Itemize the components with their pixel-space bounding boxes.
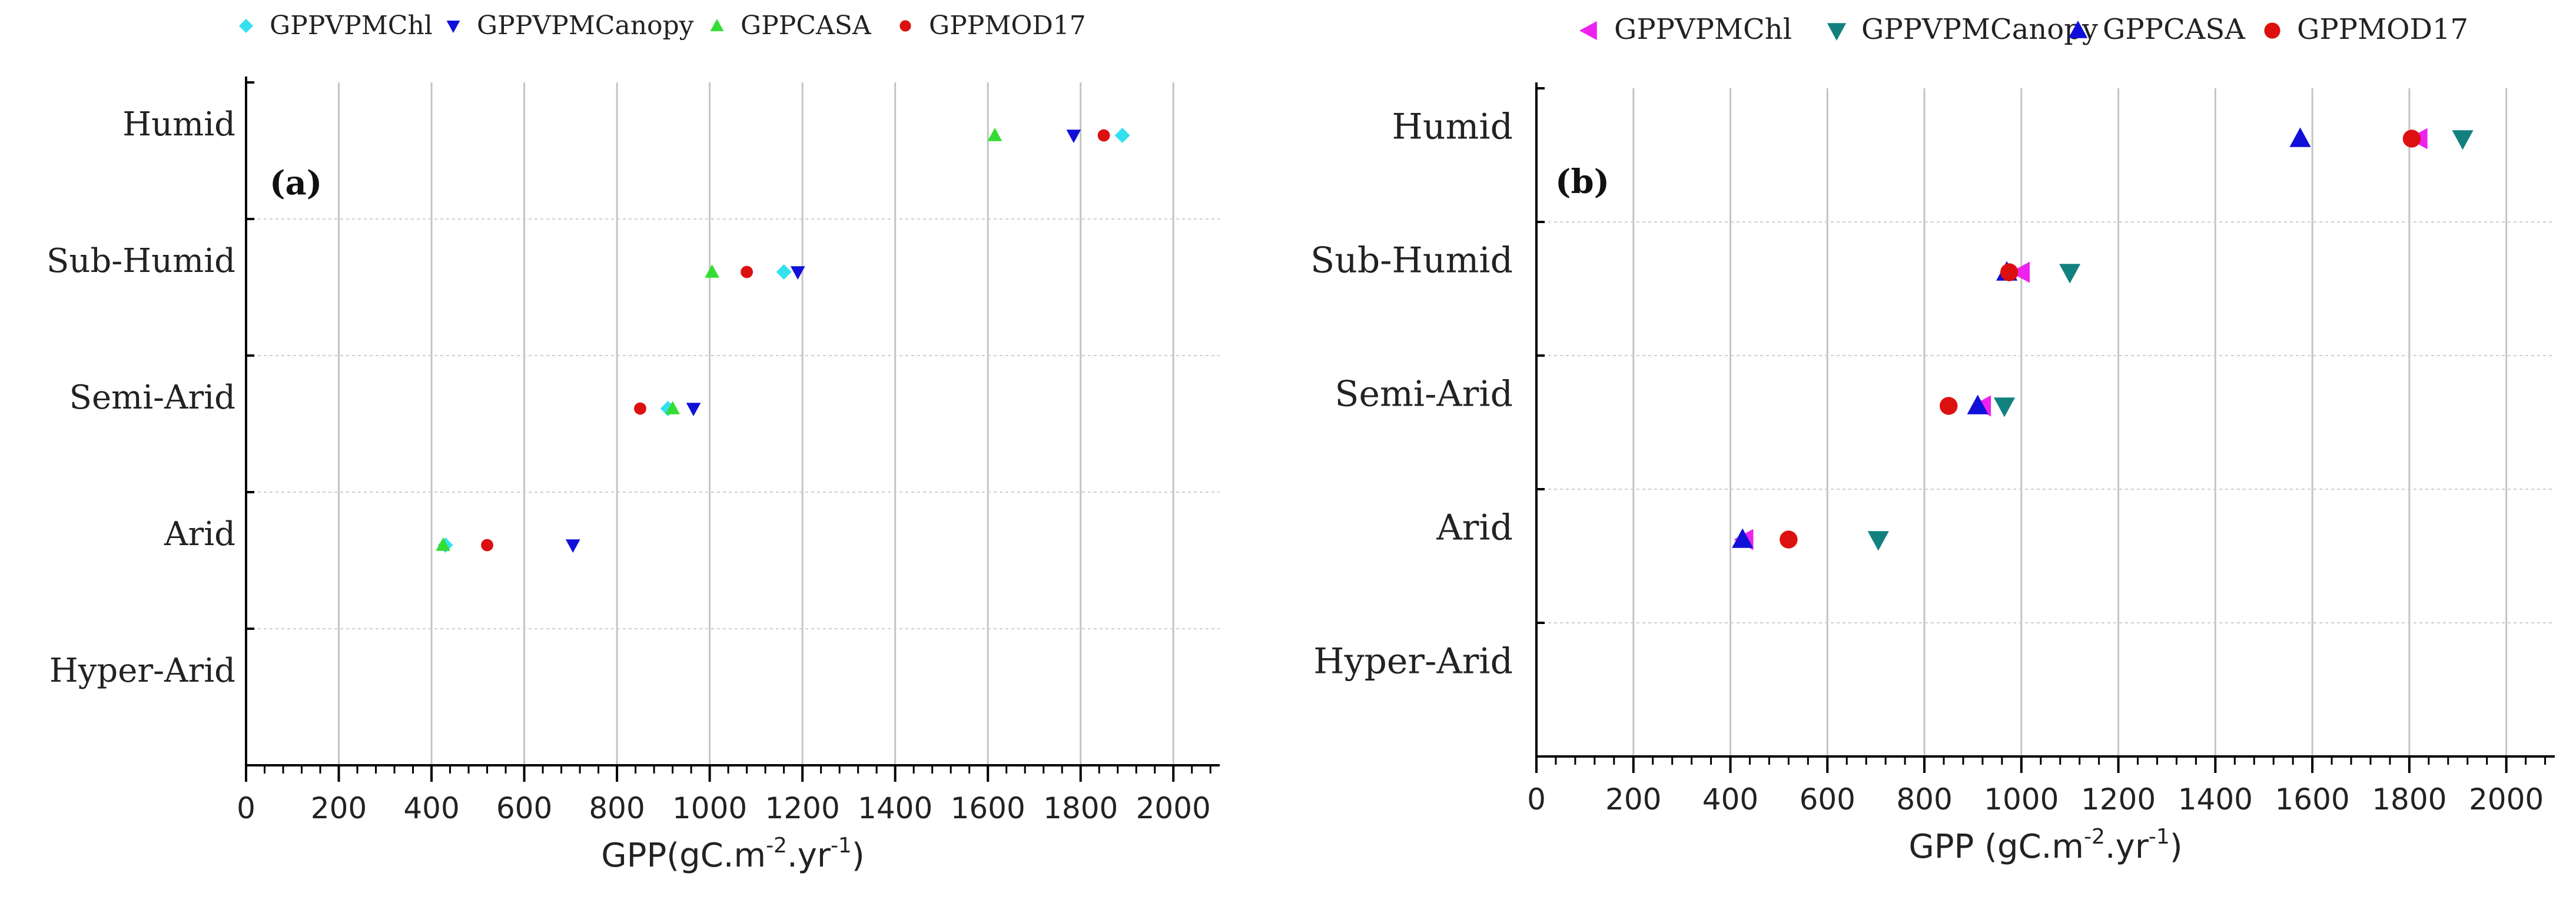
legend-marker-a-gppcasa [710, 19, 724, 31]
x-tick-label-a-1000: 1000 [672, 791, 747, 825]
x-tick-label-a-200: 200 [311, 791, 367, 825]
x-tick-label-b-600: 600 [1800, 782, 1855, 817]
point-a-gppmod17-arid [481, 539, 493, 552]
point-a-gppcasa-arid [436, 537, 451, 551]
point-a-gppcasa-sub-humid [705, 264, 719, 278]
x-tick-label-b-800: 800 [1896, 782, 1952, 817]
point-b-gppvpmcanopy-humid [2452, 130, 2474, 150]
x-tick-label-b-1800: 1800 [2372, 782, 2446, 817]
point-b-gppvpmchl-sub-humid [2010, 261, 2030, 283]
point-a-gppvpmcanopy-semi-arid [686, 403, 701, 416]
x-tick-label-a-600: 600 [496, 791, 552, 825]
legend-marker-a-gppmod17 [899, 20, 911, 32]
category-label-b-semi-arid: Semi-Arid [1335, 374, 1513, 415]
legend-marker-b-gppvpmcanopy [1827, 23, 1847, 41]
point-b-gppmod17-humid [2402, 130, 2421, 148]
panel-label-b: (b) [1555, 162, 1609, 201]
point-a-gppcasa-semi-arid [665, 401, 680, 414]
panel-label-a: (a) [270, 164, 322, 203]
point-b-gppmod17-semi-arid [1940, 397, 1958, 415]
legend-label-a-gppcasa: GPPCASA [741, 11, 872, 41]
category-label-b-humid: Humid [1392, 107, 1513, 148]
x-axis-title-b: GPP (gC.m-2.yr-1) [1908, 825, 2182, 866]
category-label-b-arid: Arid [1436, 507, 1513, 549]
category-label-b-sub-humid: Sub-Humid [1310, 240, 1513, 281]
category-label-a-arid: Arid [164, 515, 235, 553]
point-a-gppmod17-semi-arid [634, 402, 646, 415]
x-tick-label-b-400: 400 [1702, 782, 1758, 817]
x-axis-title-a: GPP(gC.m-2.yr-1) [601, 834, 864, 875]
point-a-gppmod17-humid [1097, 129, 1110, 142]
category-label-b-hyper-arid: Hyper-Arid [1313, 641, 1513, 682]
legend-label-b-gppmod17: GPPMOD17 [2297, 13, 2468, 46]
x-tick-label-a-0: 0 [237, 791, 255, 825]
point-a-gppmod17-sub-humid [741, 265, 753, 278]
legend-label-b-gppcasa: GPPCASA [2103, 13, 2246, 46]
x-tick-label-b-1200: 1200 [2081, 782, 2156, 817]
category-label-a-sub-humid: Sub-Humid [47, 242, 235, 280]
chart-panel-b: 0 200 400 600 800 1000 1200 1400 1600 1800 2000 Hum… [1310, 13, 2555, 866]
legend-label-b-gppvpmcanopy: GPPVPMCanopy [1861, 13, 2098, 46]
point-b-gppcasa-humid [2289, 127, 2311, 147]
legend-label-a-gppvpmcanopy: GPPVPMCanopy [477, 11, 694, 41]
legend-marker-b-gppcasa [2068, 21, 2088, 38]
x-tick-label-a-1600: 1600 [951, 791, 1025, 825]
legend-label-a-gppmod17: GPPMOD17 [929, 11, 1086, 41]
x-tick-label-b-1000: 1000 [1984, 782, 2059, 817]
category-label-a-humid: Humid [122, 105, 235, 144]
x-tick-label-a-1400: 1400 [858, 791, 932, 825]
x-tick-label-a-400: 400 [403, 791, 459, 825]
x-tick-label-a-2000: 2000 [1136, 791, 1211, 825]
point-a-gppvpmcanopy-sub-humid [790, 266, 805, 280]
x-tick-label-b-200: 200 [1605, 782, 1661, 817]
x-tick-label-a-800: 800 [589, 791, 645, 825]
point-b-gppvpmcanopy-semi-arid [1993, 397, 2016, 417]
point-a-gppcasa-humid [987, 128, 1002, 141]
legend-label-a-gppvpmchl: GPPVPMChl [270, 11, 433, 41]
legend-label-b-gppvpmchl: GPPVPMChl [1614, 13, 1792, 46]
point-b-gppcasa-arid [1732, 528, 1754, 548]
x-tick-label-b-1600: 1600 [2275, 782, 2349, 817]
point-b-gppvpmcanopy-sub-humid [2059, 264, 2081, 284]
point-b-gppmod17-sub-humid [2000, 263, 2019, 281]
category-label-a-semi-arid: Semi-Arid [69, 379, 235, 417]
point-b-gppvpmcanopy-arid [1867, 531, 1889, 551]
x-tick-label-a-1200: 1200 [765, 791, 840, 825]
x-tick-label-b-2000: 2000 [2469, 782, 2544, 817]
point-a-gppvpmcanopy-arid [565, 539, 580, 553]
point-b-gppmod17-arid [1780, 530, 1798, 549]
chart-panel-a: 0 200 400 600 800 1000 1200 1400 1600 1800 2000 Hum… [47, 11, 1220, 875]
point-b-gppcasa-semi-arid [1967, 394, 1989, 414]
point-a-gppvpmchl-humid [1114, 128, 1130, 143]
legend-marker-a-gppvpmchl [239, 19, 253, 33]
legend-marker-b-gppvpmchl [1579, 21, 1597, 41]
x-tick-label-b-0: 0 [1527, 782, 1546, 817]
legend-marker-b-gppmod17 [2264, 22, 2280, 39]
point-a-gppvpmchl-sub-humid [776, 264, 792, 280]
x-tick-label-a-1800: 1800 [1043, 791, 1118, 825]
category-label-a-hyper-arid: Hyper-Arid [49, 652, 235, 690]
legend-marker-a-gppvpmcanopy [446, 21, 460, 33]
point-a-gppvpmcanopy-humid [1066, 130, 1081, 143]
x-tick-label-b-1400: 1400 [2178, 782, 2253, 817]
